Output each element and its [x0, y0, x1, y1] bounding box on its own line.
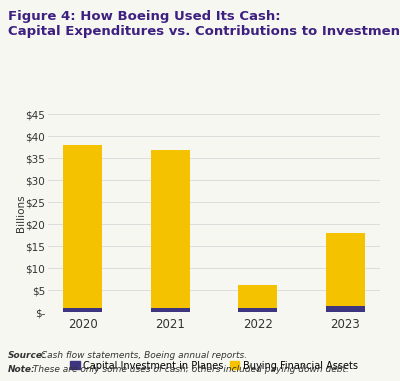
Bar: [63, 307, 102, 312]
Text: Cash flow statements, Boeing annual reports.: Cash flow statements, Boeing annual repo…: [38, 351, 247, 360]
Bar: [238, 308, 278, 312]
Bar: [326, 233, 365, 306]
Text: Capital Expenditures vs. Contributions to Investments: Capital Expenditures vs. Contributions t…: [8, 25, 400, 38]
Text: Note:: Note:: [8, 365, 36, 374]
Text: These are only some uses of cash; others included paying down debt.: These are only some uses of cash; others…: [30, 365, 349, 374]
Bar: [63, 145, 102, 307]
Text: Source:: Source:: [8, 351, 47, 360]
Bar: [326, 306, 365, 312]
Bar: [238, 285, 278, 308]
Bar: [150, 149, 190, 308]
Y-axis label: Billions: Billions: [16, 195, 26, 232]
Legend: Capital Investment in Planes, Buying Financial Assets: Capital Investment in Planes, Buying Fin…: [66, 357, 362, 375]
Bar: [150, 308, 190, 312]
Text: Figure 4: How Boeing Used Its Cash:: Figure 4: How Boeing Used Its Cash:: [8, 10, 281, 22]
